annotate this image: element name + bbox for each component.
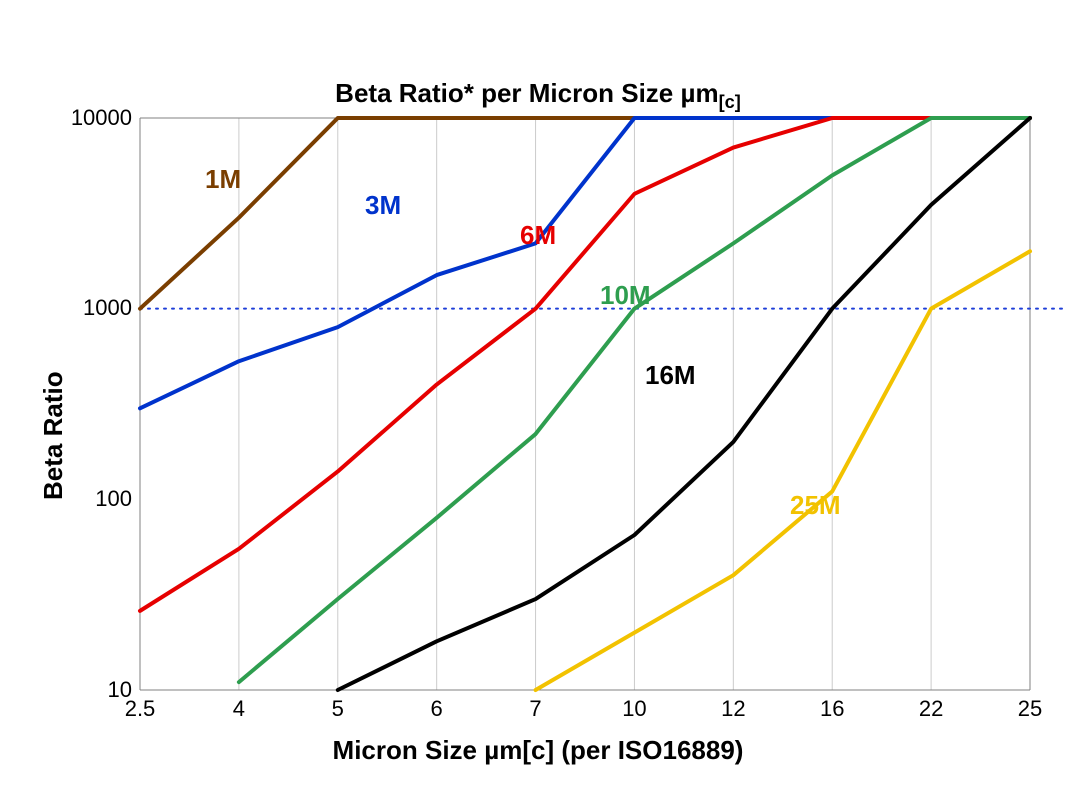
y-tick-label: 100 <box>95 486 132 512</box>
x-tick-label: 5 <box>318 696 358 722</box>
y-tick-label: 10000 <box>71 105 132 131</box>
x-tick-label: 22 <box>911 696 951 722</box>
x-tick-label: 12 <box>713 696 753 722</box>
x-tick-label: 25 <box>1010 696 1050 722</box>
plot-svg <box>0 0 1076 800</box>
x-tick-label: 10 <box>614 696 654 722</box>
x-tick-label: 2.5 <box>120 696 160 722</box>
x-tick-label: 4 <box>219 696 259 722</box>
series-label-25M: 25M <box>790 490 841 521</box>
series-label-1M: 1M <box>205 164 241 195</box>
series-label-16M: 16M <box>645 360 696 391</box>
series-label-6M: 6M <box>520 220 556 251</box>
y-tick-label: 1000 <box>83 295 132 321</box>
chart-container: Beta Ratio* per Micron Size µm[c] Beta R… <box>0 0 1076 800</box>
x-tick-label: 16 <box>812 696 852 722</box>
series-label-10M: 10M <box>600 280 651 311</box>
x-tick-label: 6 <box>417 696 457 722</box>
x-tick-label: 7 <box>516 696 556 722</box>
series-label-3M: 3M <box>365 190 401 221</box>
